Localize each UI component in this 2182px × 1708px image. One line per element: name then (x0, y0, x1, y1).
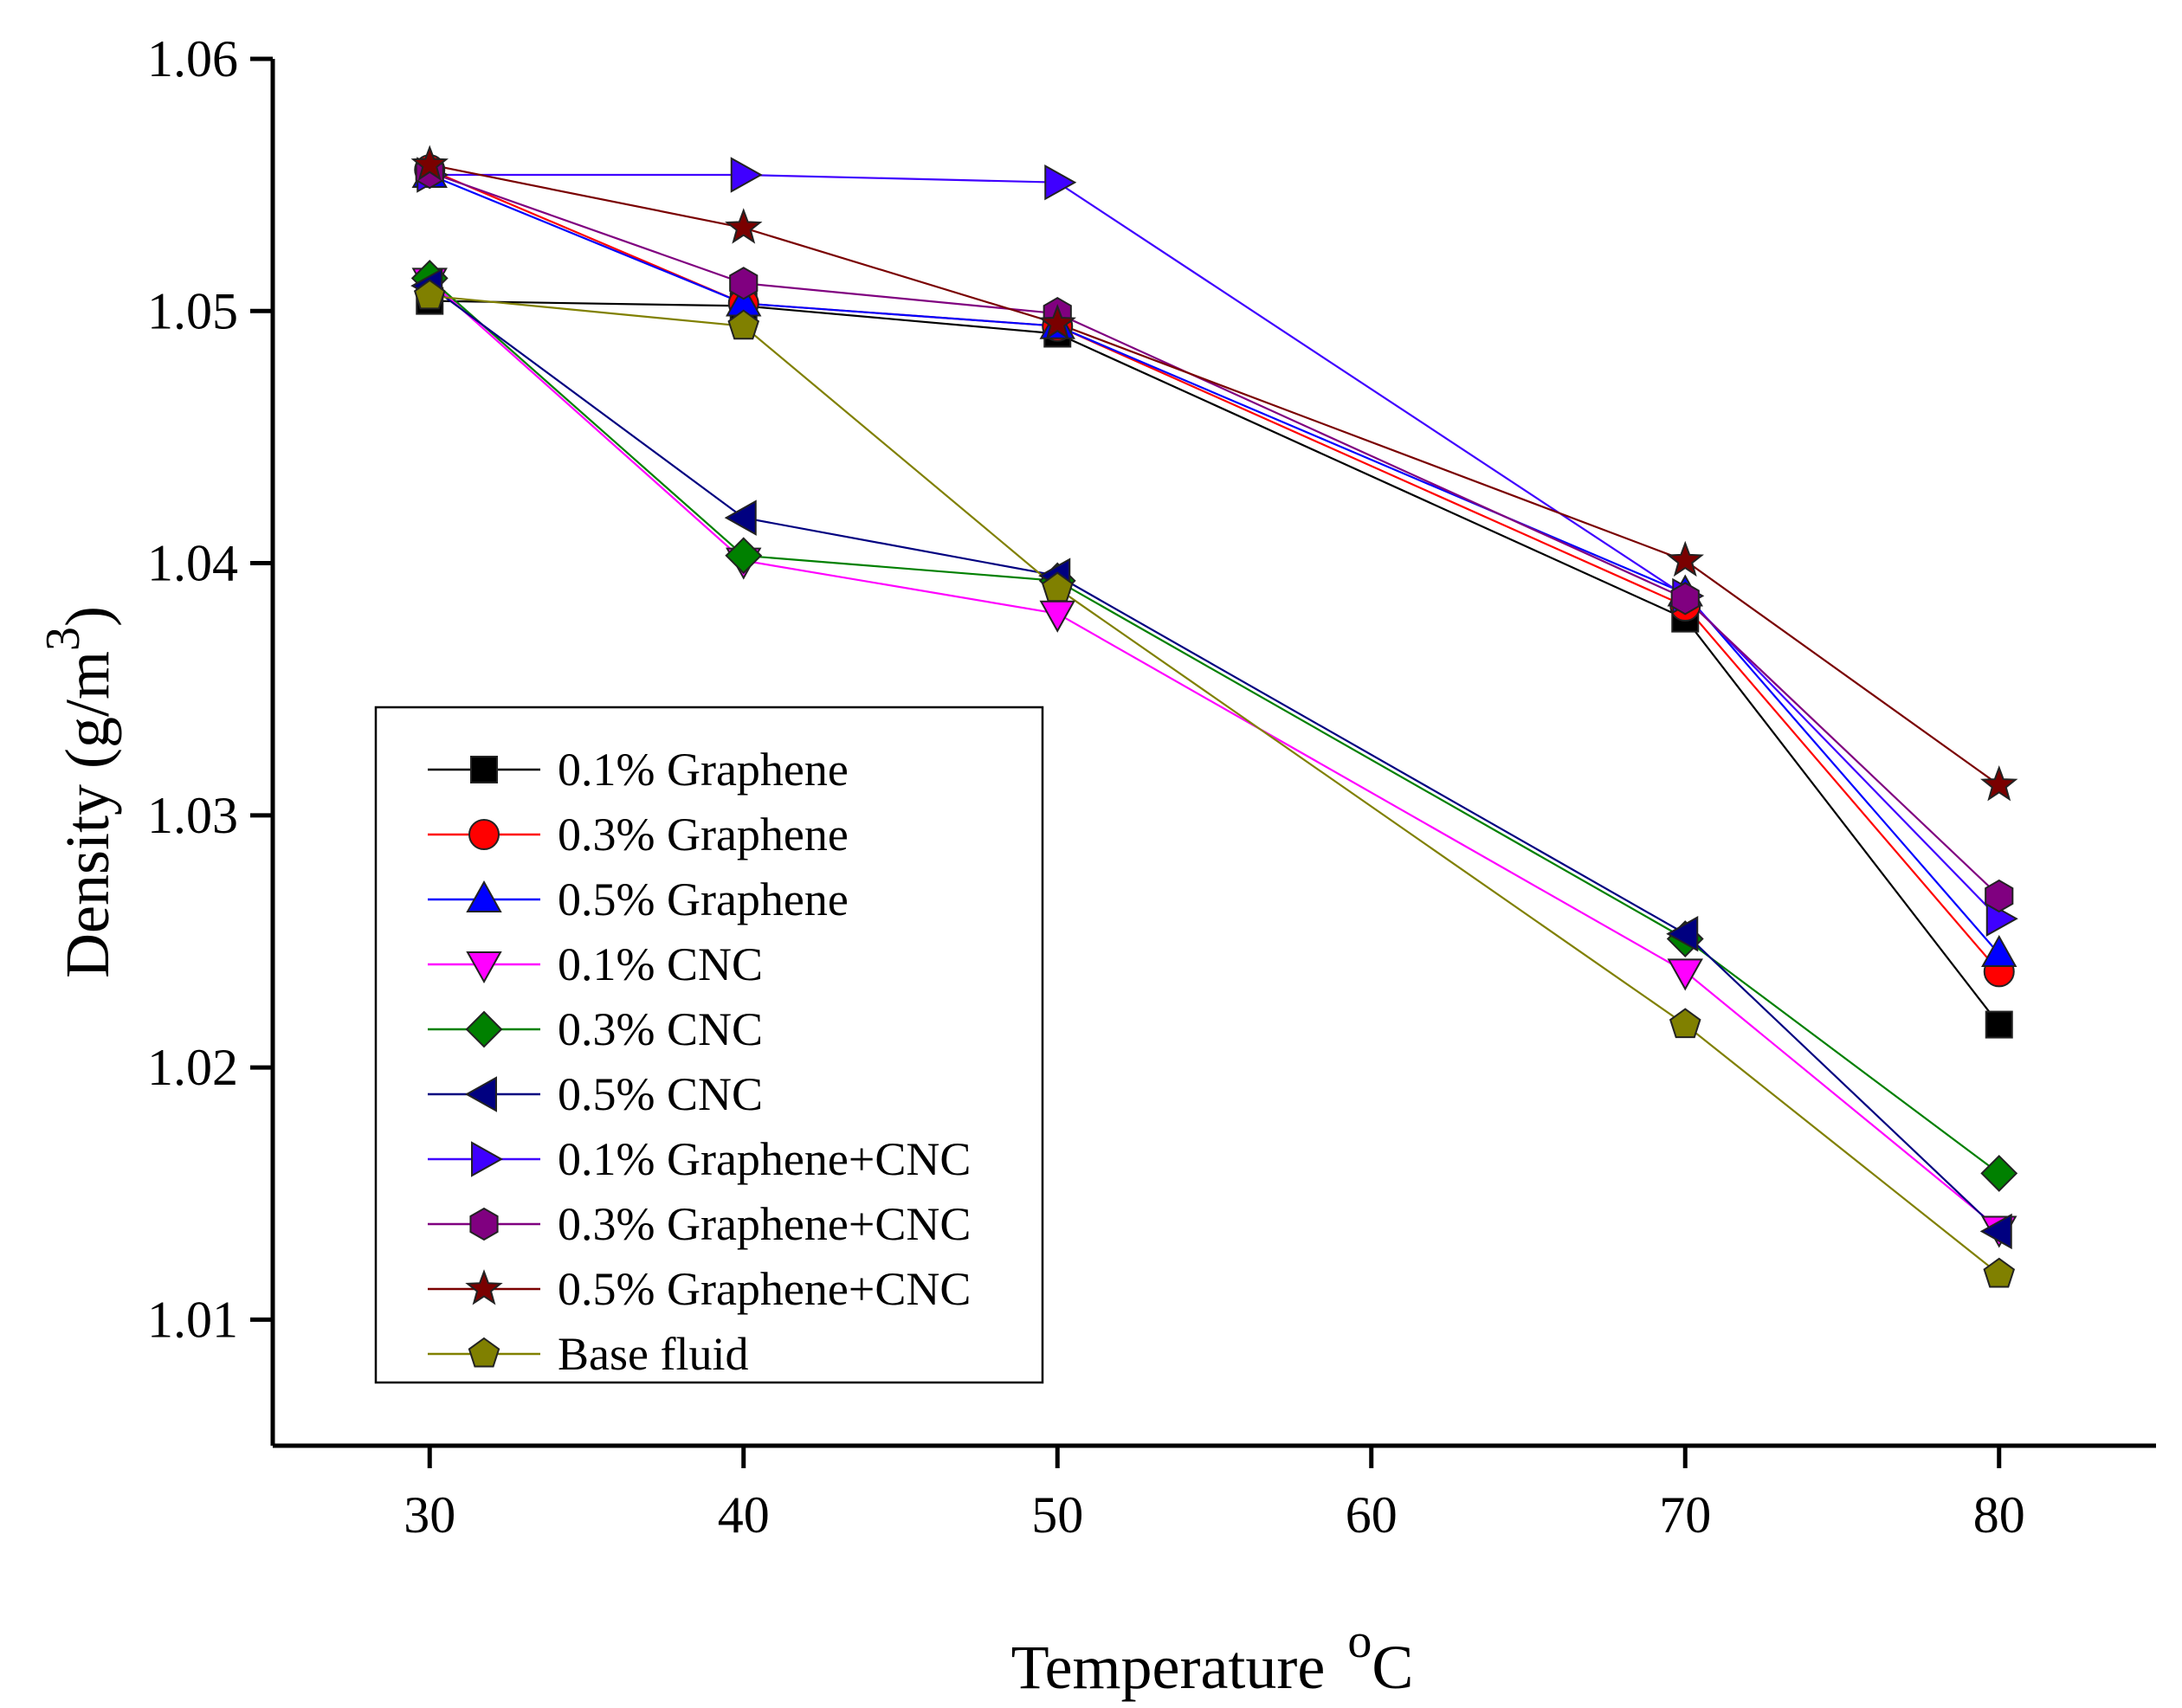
legend-marker (465, 1269, 503, 1305)
legend-label: 0.1% Graphene (558, 744, 849, 796)
legend-item: 0.3% Graphene (428, 809, 849, 860)
data-point (1983, 1257, 2016, 1288)
data-point (725, 208, 763, 244)
legend-label: 0.3% CNC (558, 1003, 763, 1055)
data-point (724, 500, 757, 536)
data-point (1981, 934, 2017, 968)
y-tick-label: 1.06 (147, 30, 238, 87)
data-point (1666, 540, 1704, 577)
legend-marker (465, 1010, 503, 1048)
data-point (1980, 1155, 2018, 1192)
x-tick-label: 50 (1031, 1486, 1083, 1544)
data-point (410, 145, 449, 181)
legend-marker (466, 951, 502, 984)
legend-item: 0.3% Graphene+CNC (428, 1198, 971, 1250)
legend-label: 0.1% Graphene+CNC (558, 1133, 971, 1185)
legend-label: 0.5% Graphene (558, 873, 849, 925)
x-tick-label: 80 (1973, 1486, 2025, 1544)
y-tick-label: 1.01 (147, 1291, 238, 1348)
legend-item: 0.1% Graphene (428, 744, 849, 796)
data-point (1980, 765, 2018, 802)
data-point (1041, 571, 1074, 603)
data-point (727, 309, 760, 340)
series-line (429, 164, 2000, 786)
legend-marker (464, 1076, 497, 1112)
data-point (413, 279, 446, 310)
data-point (1039, 600, 1075, 633)
legend: 0.1% Graphene 0.3% Graphene 0.5% Graphene 0… (374, 706, 1044, 1384)
data-point (1670, 582, 1700, 616)
data-point (1044, 164, 1077, 201)
legend-marker (466, 880, 502, 912)
legend-label: 0.1% CNC (558, 938, 763, 990)
legend-label: 0.3% Graphene+CNC (558, 1198, 971, 1250)
data-point (1038, 303, 1076, 340)
data-point (1667, 958, 1703, 991)
series-markers (410, 145, 2018, 1288)
legend-label: 0.3% Graphene (558, 809, 849, 860)
legend-item: 0.5% Graphene+CNC (428, 1263, 971, 1315)
legend-marker (470, 756, 498, 783)
y-axis-title: Density (g/m3) (36, 606, 122, 978)
data-point (1979, 1213, 2012, 1250)
data-point (1985, 879, 2014, 913)
data-point (1669, 1008, 1701, 1039)
y-tick-label: 1.02 (147, 1039, 238, 1096)
x-axis-title: Temperature oC (1011, 1615, 1414, 1702)
data-point (730, 157, 763, 193)
legend-item: 0.1% Graphene+CNC (428, 1133, 971, 1185)
data-point (1666, 916, 1699, 952)
x-tick-label: 60 (1346, 1486, 1398, 1544)
y-tick-label: 1.05 (147, 282, 238, 339)
data-point (729, 267, 759, 300)
legend-item: 0.1% CNC (428, 938, 763, 990)
legend-label: Base fluid (558, 1328, 748, 1380)
axes: 1.01 1.02 1.03 1.04 1.05 1.06 30 40 50 60 70 80 (147, 30, 2156, 1544)
legend-item: Base fluid (428, 1328, 748, 1380)
legend-marker (468, 819, 500, 850)
legend-item: 0.5% Graphene (428, 873, 849, 925)
y-tick-label: 1.04 (147, 535, 238, 592)
legend-marker (468, 1337, 500, 1368)
x-tick-label: 70 (1659, 1486, 1711, 1544)
legend-item: 0.5% CNC (428, 1068, 763, 1120)
data-point (1985, 1010, 2013, 1039)
legend-label: 0.5% CNC (558, 1068, 763, 1120)
x-tick-label: 30 (403, 1486, 455, 1544)
legend-marker (469, 1207, 499, 1241)
y-tick-label: 1.03 (147, 787, 238, 844)
legend-marker (471, 1141, 504, 1177)
legend-item: 0.3% CNC (428, 1003, 763, 1055)
data-point (725, 537, 763, 575)
legend-label: 0.5% Graphene+CNC (558, 1263, 971, 1315)
x-tick-label: 40 (718, 1486, 770, 1544)
